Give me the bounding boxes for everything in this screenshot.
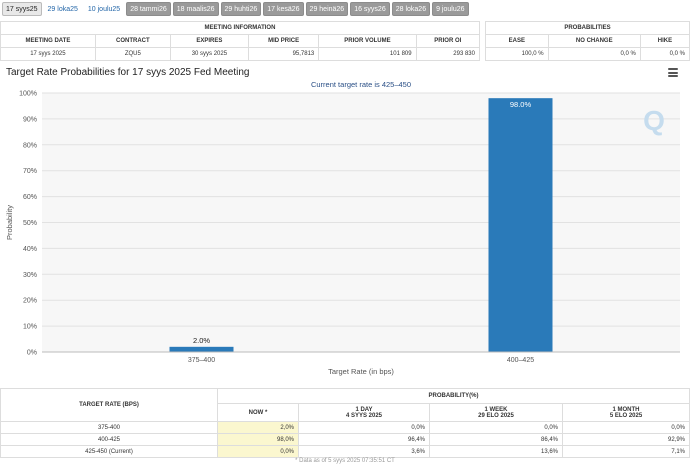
col-ease: EASE [485,34,549,48]
y-tick-label: 50% [23,220,37,227]
prob-cell: 3,6% [298,445,430,458]
watermark-logo: Q [643,105,665,136]
meeting-tabs: 17 syys25 29 loka25 10 joulu25 28 tammi26 18… [2,2,469,16]
prob-cell: 2,0% [217,421,299,434]
col-now: NOW * [217,403,299,422]
y-tick-label: 10% [23,324,37,331]
ease-value: 100,0 % [485,47,549,61]
col-contract: CONTRACT [94,34,171,48]
prob-cell: 7,1% [562,445,690,458]
col-no-change: NO CHANGE [547,34,641,48]
y-tick-label: 0% [27,350,37,357]
expires-value: 30 syys 2025 [169,47,249,61]
y-tick-label: 80% [23,142,37,149]
y-tick-label: 20% [23,298,37,305]
tab-9[interactable]: 28 loka26 [391,2,431,16]
chart-area: 0% 10% 20% 30% 40% 50% 60% 70% 80% 90% 100% Q Curren… [0,78,690,383]
col-1-day: 1 DAY 4 SYYS 2025 [298,403,430,422]
table-row: 400-425 98,0% 96,4% 86,4% 92,9% [0,433,690,446]
tab-2[interactable]: 10 joulu25 [83,2,125,16]
y-tick-label: 70% [23,168,37,175]
tab-4[interactable]: 18 maalis26 [172,2,219,16]
col-expires: EXPIRES [169,34,249,48]
col-1-week: 1 WEEK 29 ELO 2025 [429,403,563,422]
prob-cell: 96,4% [298,433,430,446]
footnote: * Data as of 5 syys 2025 07:35:51 CT [295,458,395,464]
col-mid-price: MID PRICE [247,34,320,48]
col-target-rate: TARGET RATE (BPS) [0,388,218,422]
col-hike: HIKE [639,34,690,48]
prob-cell: 0,0% [217,445,299,458]
table-row: 375-400 2,0% 0,0% 0,0% 0,0% [0,421,690,434]
hike-value: 0,0 % [639,47,690,61]
bar-375–400 [169,346,234,352]
tab-1[interactable]: 29 loka25 [43,2,82,16]
y-tick-label: 30% [23,272,37,279]
prior-volume-value: 101 809 [318,47,417,61]
probabilities-table: PROBABILITIES EASE NO CHANGE HIKE 100,0 … [485,21,690,61]
y-tick-label: 40% [23,246,37,253]
prior-oi-value: 293 830 [415,47,481,61]
rate-cell: 375-400 [0,421,218,434]
x-axis-label: Target Rate (in bps) [328,367,394,376]
col-prior-volume: PRIOR VOLUME [318,34,417,48]
x-tick-label: 375–400 [188,357,215,364]
contract-value: ZQU5 [94,47,171,61]
rate-cell: 400-425 [0,433,218,446]
y-tick-label: 100% [19,91,37,98]
rate-cell: 425-450 (Current) [0,445,218,458]
prob-cell: 0,0% [429,421,563,434]
tab-3[interactable]: 28 tammi26 [126,2,171,16]
col-prior-oi: PRIOR OI [415,34,481,48]
y-tick-label: 90% [23,116,37,123]
probability-history-table: TARGET RATE (BPS) PROBABILITY(%) NOW * 1… [0,388,690,458]
col-meeting-date: MEETING DATE [0,34,96,48]
col-1-month: 1 MONTH 5 ELO 2025 [562,403,690,422]
prob-cell: 98,0% [217,433,299,446]
data-label: 2.0% [193,336,210,345]
hamburger-menu-icon[interactable] [668,68,678,77]
prob-cell: 0,0% [298,421,430,434]
data-label: 98.0% [510,100,532,109]
prob-cell: 0,0% [562,421,690,434]
probability-group-title: PROBABILITY(%) [217,388,690,404]
tab-7[interactable]: 29 heinä26 [305,2,349,16]
y-tick-label: 60% [23,194,37,201]
bar-chart: 0% 10% 20% 30% 40% 50% 60% 70% 80% 90% 100% Q Curren… [5,80,680,376]
prob-cell: 92,9% [562,433,690,446]
chart-subtitle: Current target rate is 425–450 [311,80,411,89]
tab-6[interactable]: 17 kesä26 [263,2,304,16]
bar-400–425 [488,98,553,353]
prob-cell: 13,6% [429,445,563,458]
no-change-value: 0,0 % [547,47,641,61]
meeting-info-title: MEETING INFORMATION [0,21,480,35]
tab-0[interactable]: 17 syys25 [2,2,42,16]
meeting-date-value: 17 syys 2025 [0,47,96,61]
chart-title: Target Rate Probabilities for 17 syys 20… [6,67,250,78]
meeting-info-table: MEETING INFORMATION MEETING DATE CONTRAC… [0,21,481,61]
prob-cell: 86,4% [429,433,563,446]
mid-price-value: 95,7813 [247,47,320,61]
probabilities-title: PROBABILITIES [485,21,690,35]
x-tick-label: 400–425 [507,357,534,364]
tab-5[interactable]: 29 huhti26 [220,2,262,16]
table-row: 425-450 (Current) 0,0% 3,6% 13,6% 7,1% [0,445,690,458]
tab-10[interactable]: 9 joulu26 [432,2,469,16]
tab-8[interactable]: 16 syys26 [350,2,390,16]
y-axis-label: Probability [5,205,14,240]
